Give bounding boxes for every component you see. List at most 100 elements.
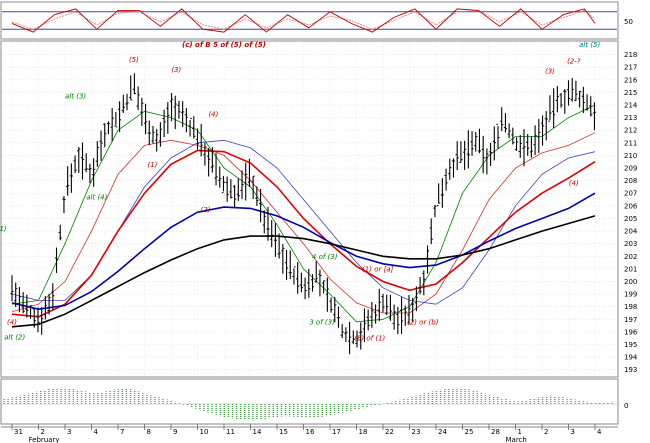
price-bar	[103, 123, 107, 148]
price-bar	[88, 163, 92, 184]
price-bar	[14, 282, 18, 308]
price-bar	[58, 224, 62, 241]
y-tick-label: 208	[624, 177, 637, 185]
price-bar	[514, 137, 519, 151]
price-bar	[537, 118, 541, 153]
y-tick-label: 199	[624, 291, 637, 299]
price-bar	[21, 292, 25, 314]
price-bar	[229, 179, 233, 199]
wave-label: alt (2)	[4, 333, 25, 341]
price-bar	[459, 141, 463, 164]
y-tick-label: 211	[624, 139, 637, 147]
y-tick-label: 193	[624, 366, 637, 374]
price-bar	[348, 321, 352, 355]
price-bar	[121, 94, 125, 113]
price-bar	[555, 86, 559, 113]
price-bar	[440, 178, 444, 208]
price-bar	[385, 294, 389, 316]
price-bar	[173, 95, 177, 130]
wave-label: (5) of (1)	[354, 335, 385, 343]
price-bar	[225, 176, 229, 202]
y-tick-label: 209	[624, 165, 637, 173]
stochastic-frame	[0, 1, 619, 40]
price-bar	[218, 166, 222, 188]
y-tick-label: 195	[624, 341, 637, 349]
price-bar	[155, 129, 159, 152]
oscillator-histogram	[2, 387, 617, 421]
price-bar	[240, 170, 244, 199]
oscillator-tick-label: 0	[624, 402, 628, 410]
price-bar	[199, 124, 203, 157]
price-bar	[433, 204, 437, 218]
price-bar	[522, 129, 526, 167]
price-bar	[114, 112, 118, 128]
price-bar	[559, 92, 563, 108]
price-bar	[485, 148, 489, 175]
price-bar	[36, 307, 40, 333]
price-bar	[563, 89, 567, 114]
price-bar	[255, 186, 259, 206]
price-bar	[284, 249, 289, 280]
price-bar	[73, 155, 77, 174]
price-bar	[236, 178, 240, 201]
price-bar	[143, 103, 148, 135]
x-tick-label: 4	[597, 428, 602, 436]
price-bar	[518, 135, 522, 158]
price-bar	[470, 131, 474, 156]
price-bar	[54, 247, 59, 273]
price-bar	[466, 130, 470, 169]
price-bar	[403, 305, 407, 326]
price-bar	[281, 243, 285, 274]
price-bar	[288, 250, 292, 280]
price-bar	[359, 322, 363, 350]
price-bar	[162, 109, 166, 138]
x-tick-label: 2	[544, 428, 548, 436]
price-bar	[322, 280, 326, 294]
price-bar	[195, 128, 200, 150]
x-month-label: February	[29, 436, 60, 443]
price-bar	[407, 295, 411, 325]
y-tick-label: 197	[624, 316, 637, 324]
y-tick-label: 206	[624, 202, 638, 210]
wave-label: (5)	[129, 56, 139, 64]
price-bar	[414, 286, 418, 312]
price-bar	[221, 175, 226, 194]
x-tick-label: 15	[279, 428, 288, 436]
stochastic-tick-label: 50	[624, 18, 633, 26]
x-month-label: March	[506, 436, 527, 443]
price-bar	[488, 142, 493, 166]
price-bar	[481, 135, 485, 174]
wave-label: (3)	[171, 66, 181, 74]
price-bar	[570, 78, 574, 102]
y-tick-label: 216	[624, 76, 638, 84]
price-bar	[399, 297, 404, 334]
wave-label: (3)	[545, 68, 555, 76]
x-tick-label: 8	[147, 428, 151, 436]
y-tick-label: 201	[624, 265, 637, 273]
price-bar	[292, 266, 296, 285]
price-bar	[310, 274, 315, 292]
price-bar	[377, 288, 381, 322]
price-bar	[258, 188, 263, 223]
price-bar	[373, 304, 378, 324]
price-bar	[333, 297, 337, 323]
price-bar	[418, 276, 422, 295]
x-tick-label: 14	[253, 428, 262, 436]
price-bar	[140, 97, 144, 126]
price-bar	[262, 210, 266, 234]
price-bar	[503, 113, 508, 133]
x-tick-label: 17	[332, 428, 341, 436]
wave-label: (4)	[7, 318, 17, 326]
price-bar	[303, 277, 307, 300]
price-bar	[388, 294, 393, 321]
price-bar	[92, 158, 96, 187]
price-bar	[552, 88, 556, 128]
price-bar	[437, 183, 441, 207]
wave-label: alt (4)	[86, 194, 107, 202]
price-bar	[581, 86, 585, 114]
price-bar	[355, 330, 359, 348]
stochastic-lines	[2, 8, 617, 33]
price-bar	[129, 75, 133, 101]
price-bar	[188, 118, 192, 137]
